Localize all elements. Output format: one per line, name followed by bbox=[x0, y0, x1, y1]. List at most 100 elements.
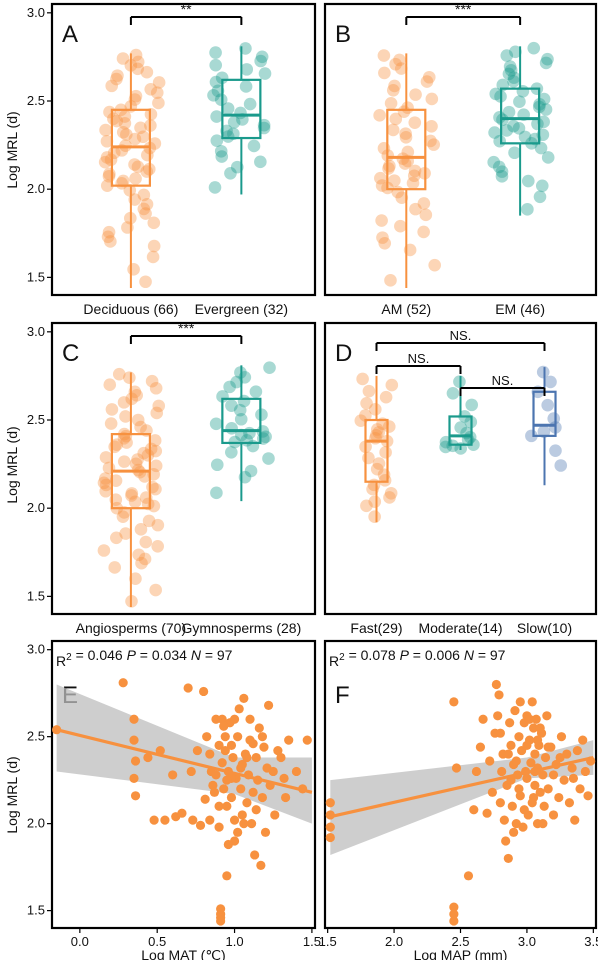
data-point bbox=[521, 203, 534, 216]
data-point bbox=[245, 714, 255, 724]
data-point bbox=[548, 810, 559, 820]
data-point bbox=[243, 97, 257, 111]
panel-letter-f: F bbox=[335, 682, 350, 709]
stat-symbol: N bbox=[464, 647, 475, 663]
data-point bbox=[268, 766, 278, 777]
data-point bbox=[538, 770, 548, 780]
data-point bbox=[276, 752, 286, 763]
data-point bbox=[538, 819, 548, 829]
data-point bbox=[548, 770, 559, 780]
data-point bbox=[372, 457, 386, 470]
data-point bbox=[130, 791, 141, 801]
data-point bbox=[378, 66, 391, 80]
category-label: Fast(29) bbox=[350, 620, 402, 636]
data-point bbox=[155, 745, 165, 756]
data-point bbox=[482, 808, 492, 818]
data-point bbox=[505, 718, 515, 728]
significance-label: NS. bbox=[492, 373, 514, 388]
data-point bbox=[233, 732, 243, 742]
data-point bbox=[568, 773, 579, 784]
category-label: Moderate(14) bbox=[418, 620, 502, 636]
data-point bbox=[493, 111, 506, 124]
data-point bbox=[199, 686, 209, 697]
data-point bbox=[495, 728, 505, 738]
data-point bbox=[259, 742, 269, 752]
data-point bbox=[281, 792, 291, 803]
data-point bbox=[354, 414, 368, 428]
data-point bbox=[495, 170, 509, 183]
data-point bbox=[527, 697, 537, 707]
y-tick-label: 3.0 bbox=[27, 642, 45, 657]
data-point bbox=[131, 55, 145, 69]
data-point bbox=[104, 235, 117, 248]
data-point bbox=[386, 83, 400, 97]
data-point bbox=[419, 208, 433, 222]
data-point bbox=[107, 112, 120, 126]
data-point bbox=[511, 756, 521, 766]
data-point bbox=[555, 752, 565, 763]
data-point bbox=[152, 399, 166, 413]
data-point bbox=[229, 815, 240, 825]
data-point bbox=[469, 805, 479, 815]
data-point bbox=[148, 137, 162, 150]
data-point bbox=[251, 752, 261, 763]
data-point bbox=[147, 239, 161, 253]
data-point bbox=[144, 442, 158, 456]
data-point bbox=[454, 421, 467, 434]
data-point bbox=[512, 121, 526, 135]
data-point bbox=[248, 787, 258, 797]
data-point bbox=[564, 798, 575, 808]
data-point bbox=[223, 380, 236, 394]
data-point bbox=[99, 484, 112, 498]
data-point bbox=[530, 780, 540, 790]
data-point bbox=[291, 766, 302, 777]
data-point bbox=[372, 426, 386, 439]
data-point bbox=[149, 444, 163, 458]
x-tick-label: 0.5 bbox=[148, 934, 166, 949]
data-point bbox=[467, 438, 480, 451]
data-point bbox=[507, 801, 517, 811]
data-point bbox=[177, 808, 187, 818]
data-point bbox=[123, 371, 136, 384]
stats-line: R2 = 0.078 P = 0.006 N = 97 bbox=[329, 647, 506, 669]
data-point bbox=[99, 123, 112, 137]
data-point bbox=[244, 464, 258, 478]
data-point bbox=[134, 420, 147, 434]
data-point bbox=[273, 745, 283, 756]
data-point bbox=[110, 72, 123, 86]
y-tick-label: 2.5 bbox=[27, 93, 45, 108]
data-point bbox=[149, 381, 163, 395]
data-point bbox=[518, 130, 532, 144]
data-point bbox=[393, 53, 406, 67]
box-iqr bbox=[221, 397, 262, 445]
data-point bbox=[535, 787, 545, 797]
data-point bbox=[485, 756, 495, 766]
r-squared-superscript: 2 bbox=[339, 652, 345, 663]
regression-line bbox=[56, 728, 313, 794]
data-point bbox=[504, 63, 518, 77]
stat-symbol: P bbox=[127, 647, 137, 663]
data-point bbox=[487, 787, 497, 797]
data-point bbox=[263, 361, 276, 375]
stat-text: R bbox=[329, 653, 339, 669]
data-point bbox=[527, 41, 541, 55]
data-point bbox=[465, 398, 479, 412]
data-point bbox=[359, 409, 372, 422]
data-point bbox=[373, 109, 386, 122]
x-tick-label: 0.0 bbox=[71, 934, 89, 949]
data-point bbox=[374, 171, 387, 185]
data-point bbox=[209, 787, 220, 797]
data-point bbox=[222, 775, 232, 785]
data-point bbox=[518, 822, 528, 832]
data-point bbox=[399, 130, 413, 144]
data-point bbox=[142, 514, 156, 528]
data-point bbox=[507, 71, 521, 84]
data-point bbox=[417, 225, 430, 239]
data-point bbox=[497, 766, 507, 777]
data-point bbox=[362, 451, 375, 465]
data-point bbox=[152, 76, 166, 89]
data-point bbox=[188, 815, 198, 825]
data-point bbox=[256, 860, 266, 870]
data-point bbox=[522, 773, 532, 784]
